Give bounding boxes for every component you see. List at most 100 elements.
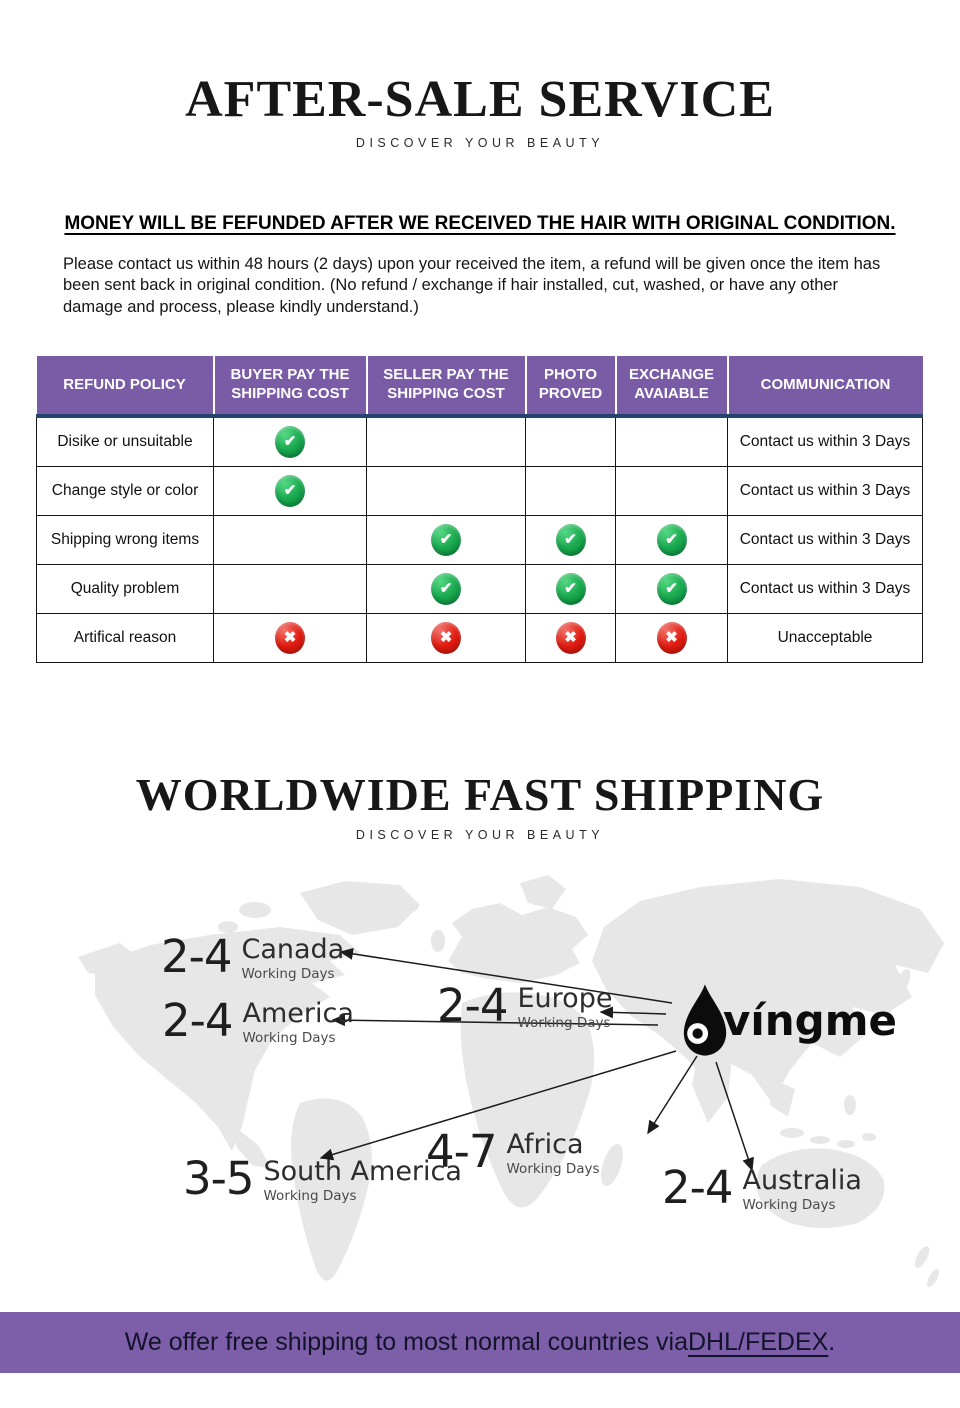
mark-cell: [366, 466, 526, 516]
shipping-tagline: DISCOVER YOUR BEAUTY: [355, 828, 605, 842]
region-name: Africa: [506, 1129, 584, 1160]
mark-cell: [366, 415, 526, 467]
mark-cell: [615, 466, 728, 516]
check-icon: ✔: [656, 524, 687, 556]
mark-cell: ✔: [525, 564, 616, 614]
policy-cell: Disike or unsuitable: [36, 415, 214, 467]
refund-table-body: Disike or unsuitable ✔ Contact us within 3…: [36, 415, 923, 663]
table-row: Shipping wrong items ✔ ✔ ✔ Contact us within…: [36, 515, 923, 565]
days-value: 2-4: [161, 930, 232, 983]
days-unit: Working Days: [517, 1015, 611, 1031]
header-exchange: EXCHANGE AVAIABLE: [614, 356, 728, 418]
check-icon: ✔: [275, 475, 305, 507]
footer-suffix: .: [828, 1328, 836, 1356]
policy-cell: Artifical reason: [36, 613, 214, 663]
mark-cell: ✔: [525, 515, 616, 565]
destination-australia: 2-4 Australia Working Days: [662, 1161, 862, 1214]
mark-cell: [525, 466, 616, 516]
destination-canada: 2-4 Canada Working Days: [161, 930, 345, 983]
region-name: Australia: [742, 1165, 862, 1196]
days-value: 4-7: [426, 1125, 497, 1178]
destination-europe: 2-4 Europe Working Days: [437, 979, 613, 1032]
header-communication: COMMUNICATION: [726, 356, 923, 418]
destination-south-america: 3-5 South America Working Days: [183, 1152, 462, 1205]
header-refund-policy: REFUND POLICY: [36, 356, 214, 418]
arrow-to-south-america: [319, 1050, 677, 1161]
region-name: Canada: [241, 934, 345, 965]
check-icon: ✔: [431, 524, 461, 556]
shipping-title: WORLDWIDE FAST SHIPPING: [135, 769, 825, 820]
arrow-to-america: [331, 1014, 659, 1027]
refund-paragraph: Please contact us within 48 hours (2 day…: [63, 255, 881, 316]
arrow-to-europe: [599, 1006, 667, 1019]
communication-cell: Contact us within 3 Days: [727, 564, 923, 614]
communication-cell: Contact us within 3 Days: [727, 515, 923, 565]
mark-cell: ✔: [213, 466, 367, 516]
mark-cell: ✔: [615, 515, 728, 565]
shipping-arrows: [319, 947, 754, 1172]
mark-cell: [525, 415, 616, 467]
check-icon: ✔: [555, 573, 586, 605]
cross-icon: ✖: [656, 622, 687, 654]
destination-africa: 4-7 Africa Working Days: [426, 1125, 600, 1178]
refund-policy-table: REFUND POLICY BUYER PAY THE SHIPPING COS…: [36, 356, 923, 663]
check-icon: ✔: [275, 426, 305, 458]
days-unit: Working Days: [506, 1161, 600, 1177]
after-sale-tagline: DISCOVER YOUR BEAUTY: [355, 136, 605, 150]
drop-icon: [683, 984, 727, 1056]
communication-cell: Unacceptable: [727, 613, 923, 663]
lovingme-logo: víngme: [678, 980, 897, 1060]
check-icon: ✔: [431, 573, 461, 605]
mark-cell: [615, 415, 728, 467]
shipping-header: WORLDWIDE FAST SHIPPING DISCOVER YOUR BE…: [0, 768, 960, 842]
check-icon: ✔: [555, 524, 586, 556]
days-value: 3-5: [183, 1152, 254, 1205]
days-unit: Working Days: [241, 966, 335, 982]
arrow-to-africa: [647, 1055, 698, 1135]
days-unit: Working Days: [263, 1188, 357, 1204]
mark-cell: ✔: [615, 564, 728, 614]
days-unit: Working Days: [242, 1030, 336, 1046]
mark-cell: [213, 564, 367, 614]
mark-cell: ✖: [213, 613, 367, 663]
region-name: Europe: [517, 983, 613, 1014]
communication-cell: Contact us within 3 Days: [727, 415, 923, 467]
policy-cell: Shipping wrong items: [36, 515, 214, 565]
arrow-to-canada: [339, 947, 673, 1004]
table-row: Quality problem ✔ ✔ ✔ Contact us within 3 Da…: [36, 564, 923, 614]
header-seller-pays: SELLER PAY THE SHIPPING COST: [365, 356, 526, 418]
cross-icon: ✖: [431, 622, 461, 654]
continents: [78, 875, 944, 1288]
footer-text: We offer free shipping to most normal co…: [124, 1328, 688, 1356]
mark-cell: [213, 515, 367, 565]
mark-cell: ✖: [615, 613, 728, 663]
after-sale-title: AFTER-SALE SERVICE: [185, 71, 775, 128]
table-row: Artifical reason ✖ ✖ ✖ ✖ Unacceptable: [36, 613, 923, 663]
mark-cell: ✔: [213, 415, 367, 467]
policy-cell: Quality problem: [36, 564, 214, 614]
footer-carrier-link[interactable]: DHL/FEDEX: [687, 1328, 829, 1356]
after-sale-header: AFTER-SALE SERVICE DISCOVER YOUR BEAUTY: [0, 70, 960, 150]
policy-cell: Change style or color: [36, 466, 214, 516]
mark-cell: ✖: [525, 613, 616, 663]
cross-icon: ✖: [555, 622, 586, 654]
table-row: Change style or color ✔ Contact us within …: [36, 466, 923, 516]
days-value: 2-4: [162, 994, 233, 1047]
header-photo-proved: PHOTO PROVED: [524, 356, 616, 418]
region-name: America: [242, 998, 354, 1029]
days-value: 2-4: [662, 1161, 733, 1214]
days-value: 2-4: [437, 979, 508, 1032]
cross-icon: ✖: [275, 622, 305, 654]
mark-cell: ✔: [366, 515, 526, 565]
footer-shipping-note: We offer free shipping to most normal co…: [0, 1312, 960, 1373]
check-icon: ✔: [656, 573, 687, 605]
arrow-to-australia: [715, 1061, 754, 1172]
logo-text: víngme: [723, 995, 897, 1045]
days-unit: Working Days: [742, 1197, 836, 1213]
world-map: [0, 865, 960, 1305]
table-row: Disike or unsuitable ✔ Contact us within 3…: [36, 415, 923, 467]
mark-cell: ✔: [366, 564, 526, 614]
header-buyer-pays: BUYER PAY THE SHIPPING COST: [212, 356, 367, 418]
table-header-row: REFUND POLICY BUYER PAY THE SHIPPING COS…: [36, 356, 923, 418]
